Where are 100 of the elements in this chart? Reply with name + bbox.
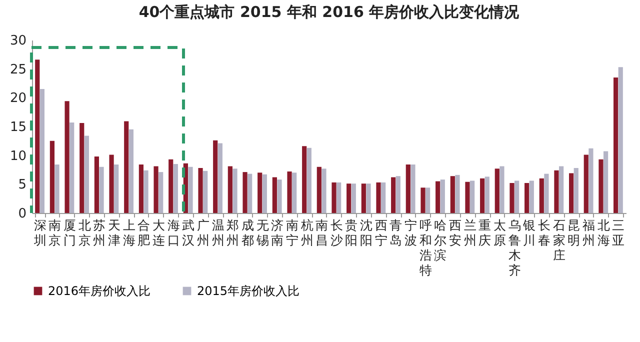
bar — [618, 67, 623, 213]
x-tick-label: 海口 — [167, 218, 180, 248]
bar — [381, 182, 386, 213]
y-tick-label: 30 — [10, 34, 26, 48]
x-tick-label: 福州 — [582, 218, 596, 248]
bar — [574, 168, 578, 213]
bar — [64, 101, 70, 213]
bar — [480, 178, 485, 213]
bar — [35, 60, 40, 213]
bar — [213, 140, 218, 213]
bar — [84, 136, 89, 213]
bar — [316, 166, 322, 213]
x-tick-label: 大连 — [152, 218, 166, 248]
bar — [54, 164, 60, 213]
bar — [336, 182, 342, 213]
x-tick-label: 银川 — [522, 218, 536, 248]
bar — [248, 174, 252, 213]
x-tick-label: 太原 — [494, 218, 507, 248]
x-tick-label: 沈阳 — [360, 218, 374, 248]
bar — [554, 170, 559, 213]
x-tick-label: 温州 — [212, 218, 225, 248]
bar — [588, 148, 594, 213]
y-tick-label: 0 — [18, 206, 26, 222]
bar — [366, 184, 371, 213]
chart-title: 40个重点城市 2015 年和 2016 年房价收入比变化情况 — [138, 3, 520, 21]
x-tick-label: 苏州 — [93, 218, 106, 248]
x-tick-label: 北海 — [597, 218, 610, 248]
bar — [188, 166, 193, 213]
x-tick-label: 乌鲁木齐 — [508, 218, 522, 278]
x-tick-label: 西宁 — [374, 218, 388, 248]
bar — [361, 184, 366, 213]
bar — [138, 164, 144, 213]
x-tick-label: 重庆 — [478, 218, 492, 248]
x-tick-label: 石家庄 — [552, 218, 566, 262]
bar — [128, 129, 134, 213]
x-tick-label: 南宁 — [286, 218, 299, 248]
x-tick-label: 合肥 — [138, 218, 151, 248]
bar — [569, 173, 574, 213]
y-tick-label: 15 — [10, 120, 26, 135]
bar — [80, 123, 84, 213]
bar — [158, 172, 164, 213]
bar — [50, 140, 55, 213]
bar — [198, 168, 203, 213]
bar — [94, 156, 99, 213]
bar — [440, 180, 445, 213]
bar — [173, 164, 178, 213]
bar — [465, 182, 470, 213]
bar — [539, 178, 544, 213]
bar — [410, 164, 416, 213]
bar — [391, 177, 396, 213]
x-tick-label: 成都 — [241, 218, 254, 248]
bar — [40, 89, 44, 213]
bar — [332, 182, 336, 213]
bar — [242, 172, 248, 213]
bar — [109, 154, 114, 213]
x-tick-label: 三亚 — [612, 218, 626, 248]
bar — [544, 174, 549, 213]
x-tick-label: 哈尔滨 — [434, 218, 448, 262]
x-tick-label: 贵阳 — [345, 218, 358, 248]
bar — [306, 148, 312, 213]
bar — [559, 166, 564, 213]
bar — [484, 176, 490, 213]
bar — [603, 151, 608, 213]
x-tick-label: 南京 — [48, 218, 62, 248]
x-tick-label: 青岛 — [390, 218, 403, 248]
bar — [598, 159, 604, 213]
bar — [529, 180, 534, 213]
bar — [420, 188, 426, 213]
bar — [232, 168, 238, 213]
bar — [396, 176, 400, 213]
x-tick-label: 厦门 — [63, 218, 76, 248]
x-tick-label: 上海 — [122, 218, 136, 248]
bar — [500, 166, 504, 213]
bar — [99, 166, 104, 213]
bar — [614, 77, 618, 213]
bar — [114, 164, 119, 213]
bar — [406, 164, 410, 213]
bar — [346, 184, 352, 213]
bar — [450, 176, 455, 213]
x-tick-label: 天津 — [108, 218, 121, 248]
x-tick-label: 兰州 — [464, 218, 477, 248]
x-tick-label: 宁波 — [404, 218, 418, 248]
x-tick-label: 无锡 — [255, 218, 270, 248]
bar — [154, 166, 158, 213]
bar — [426, 188, 430, 213]
y-tick-label: 5 — [18, 178, 26, 193]
bar — [584, 154, 588, 213]
bar — [262, 174, 267, 213]
bar — [436, 181, 440, 213]
bar — [258, 172, 262, 213]
x-tick-label: 广州 — [196, 218, 210, 248]
bar — [514, 180, 520, 213]
x-tick-label: 西安 — [449, 218, 462, 248]
y-tick-label: 20 — [10, 91, 26, 106]
bar — [455, 174, 460, 213]
bar — [470, 180, 475, 213]
bar — [203, 170, 208, 213]
x-tick-label: 呼和浩特 — [419, 218, 432, 278]
bar — [70, 122, 74, 213]
x-tick-label: 深圳 — [32, 218, 47, 248]
